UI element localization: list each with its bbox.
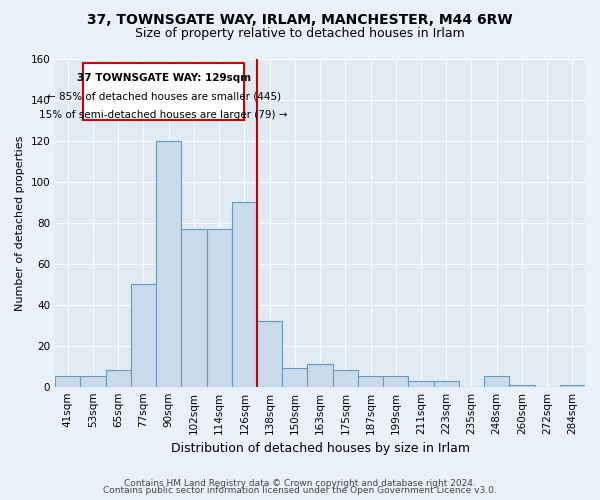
Text: 15% of semi-detached houses are larger (79) →: 15% of semi-detached houses are larger (… xyxy=(40,110,288,120)
Bar xyxy=(560,384,585,386)
Bar xyxy=(257,321,282,386)
Text: Size of property relative to detached houses in Irlam: Size of property relative to detached ho… xyxy=(135,28,465,40)
Y-axis label: Number of detached properties: Number of detached properties xyxy=(15,135,25,310)
Bar xyxy=(131,284,156,386)
Text: 37, TOWNSGATE WAY, IRLAM, MANCHESTER, M44 6RW: 37, TOWNSGATE WAY, IRLAM, MANCHESTER, M4… xyxy=(87,12,513,26)
Bar xyxy=(332,370,358,386)
Bar xyxy=(232,202,257,386)
Bar xyxy=(206,229,232,386)
X-axis label: Distribution of detached houses by size in Irlam: Distribution of detached houses by size … xyxy=(170,442,470,455)
Bar xyxy=(484,376,509,386)
Text: Contains HM Land Registry data © Crown copyright and database right 2024.: Contains HM Land Registry data © Crown c… xyxy=(124,478,476,488)
Text: Contains public sector information licensed under the Open Government Licence v3: Contains public sector information licen… xyxy=(103,486,497,495)
Bar xyxy=(80,376,106,386)
Bar xyxy=(409,380,434,386)
Text: ← 85% of detached houses are smaller (445): ← 85% of detached houses are smaller (44… xyxy=(47,92,281,102)
Bar xyxy=(181,229,206,386)
Bar xyxy=(83,63,244,120)
Bar xyxy=(358,376,383,386)
Bar xyxy=(509,384,535,386)
Bar xyxy=(156,141,181,386)
Bar xyxy=(55,376,80,386)
Bar xyxy=(434,380,459,386)
Text: 37 TOWNSGATE WAY: 129sqm: 37 TOWNSGATE WAY: 129sqm xyxy=(77,74,251,84)
Bar xyxy=(383,376,409,386)
Bar xyxy=(282,368,307,386)
Bar xyxy=(106,370,131,386)
Bar xyxy=(307,364,332,386)
